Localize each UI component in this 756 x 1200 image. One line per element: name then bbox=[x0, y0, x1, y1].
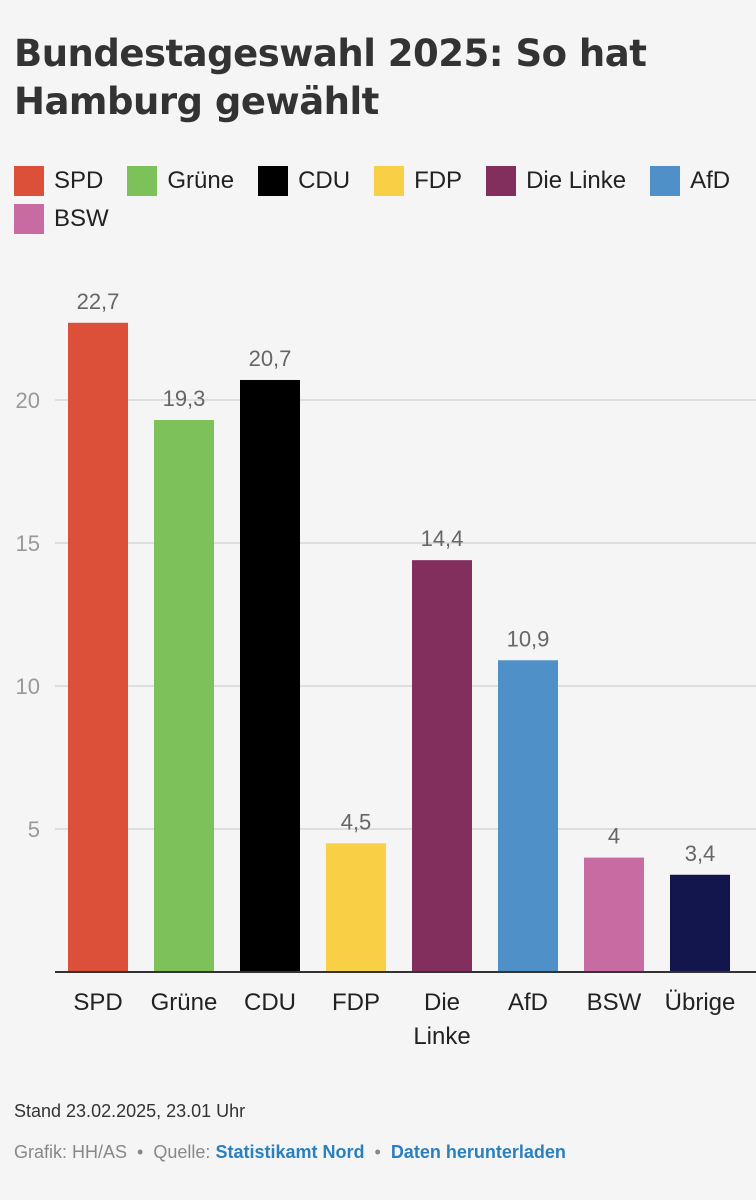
y-tick-label: 20 bbox=[16, 388, 40, 413]
legend-label: Die Linke bbox=[526, 167, 627, 194]
data-label: 3,4 bbox=[685, 841, 716, 866]
data-label: 4,5 bbox=[341, 809, 372, 834]
legend-swatch bbox=[14, 204, 44, 234]
legend-label: Grüne bbox=[167, 167, 235, 194]
data-label: 20,7 bbox=[249, 346, 292, 371]
legend-label: SPD bbox=[54, 167, 104, 194]
x-tick-label: CDU bbox=[244, 989, 296, 1016]
chart-title: Bundestageswahl 2025: So hat Hamburg gew… bbox=[14, 32, 647, 123]
x-tick-label-line: Grüne bbox=[151, 989, 218, 1016]
legend-swatch bbox=[486, 166, 517, 196]
legend-swatch bbox=[374, 166, 405, 196]
bar bbox=[498, 660, 558, 972]
bar bbox=[670, 874, 730, 972]
legend-item: AfD bbox=[650, 166, 730, 196]
x-tick-label: FDP bbox=[332, 989, 380, 1016]
source-link[interactable]: Statistikamt Nord bbox=[215, 1142, 365, 1162]
x-tick-label-line: FDP bbox=[332, 989, 380, 1016]
legend-item: Die Linke bbox=[486, 166, 626, 196]
x-tick-label-line: Die bbox=[424, 989, 460, 1016]
timestamp-note: Stand 23.02.2025, 23.01 Uhr bbox=[14, 1101, 246, 1121]
legend-label: FDP bbox=[414, 167, 463, 194]
x-tick-label-line: AfD bbox=[508, 989, 548, 1016]
data-label: 22,7 bbox=[77, 289, 120, 314]
x-tick-label-line: Übrige bbox=[665, 989, 736, 1016]
legend-swatch bbox=[258, 166, 289, 196]
bar-chart: 5 10 15 20 22,7 SPD 19,3 Grüne 20,7 CDU 4,5 FDP 14,4… bbox=[16, 289, 756, 1050]
x-tick-label-line: SPD bbox=[73, 989, 122, 1016]
legend-swatch bbox=[650, 166, 681, 196]
x-tick-label: AfD bbox=[508, 989, 548, 1016]
source-label: Quelle: bbox=[153, 1142, 211, 1162]
legend-label: CDU bbox=[298, 167, 351, 194]
x-tick-label: BSW bbox=[587, 989, 642, 1016]
y-tick-label: 15 bbox=[16, 531, 40, 556]
legend-item: CDU bbox=[258, 166, 350, 196]
grafik-credit: Grafik: HH/AS bbox=[14, 1142, 128, 1162]
x-tick-label-line: Linke bbox=[413, 1023, 470, 1050]
x-tick-label-line: BSW bbox=[587, 989, 642, 1016]
legend-item: Grüne bbox=[127, 166, 234, 196]
data-label: 19,3 bbox=[163, 386, 206, 411]
y-tick-label: 10 bbox=[16, 674, 40, 699]
data-label: 4 bbox=[608, 824, 620, 849]
x-tick-label: SPD bbox=[73, 989, 122, 1016]
bar bbox=[412, 560, 472, 972]
download-data-link[interactable]: Daten herunterladen bbox=[390, 1142, 566, 1162]
separator: • bbox=[137, 1142, 144, 1162]
legend-label: BSW bbox=[54, 205, 109, 232]
x-tick-label-line: CDU bbox=[244, 989, 296, 1016]
bar bbox=[154, 420, 214, 972]
legend-swatch bbox=[127, 166, 158, 196]
legend-item: SPD bbox=[14, 166, 103, 196]
legend-item: BSW bbox=[14, 204, 109, 234]
bar bbox=[240, 379, 300, 973]
separator: • bbox=[374, 1142, 381, 1162]
legend-item: FDP bbox=[374, 166, 462, 196]
bar bbox=[326, 843, 386, 972]
legend-swatch bbox=[14, 166, 44, 196]
legend-label: AfD bbox=[690, 167, 731, 194]
credits-line: Grafik: HH/AS • Quelle: Statistikamt Nor… bbox=[14, 1142, 566, 1163]
bar bbox=[584, 857, 644, 972]
data-label: 10,9 bbox=[507, 626, 550, 651]
x-tick-label: Grüne bbox=[151, 989, 218, 1016]
data-label: 14,4 bbox=[421, 526, 464, 551]
y-tick-label: 5 bbox=[28, 817, 40, 842]
bar bbox=[68, 322, 128, 972]
x-tick-label: Die Linke bbox=[413, 989, 470, 1050]
x-tick-label: Übrige bbox=[665, 989, 736, 1016]
chart-legend: SPD Grüne CDU FDP Die Linke AfD BSW bbox=[14, 166, 734, 234]
